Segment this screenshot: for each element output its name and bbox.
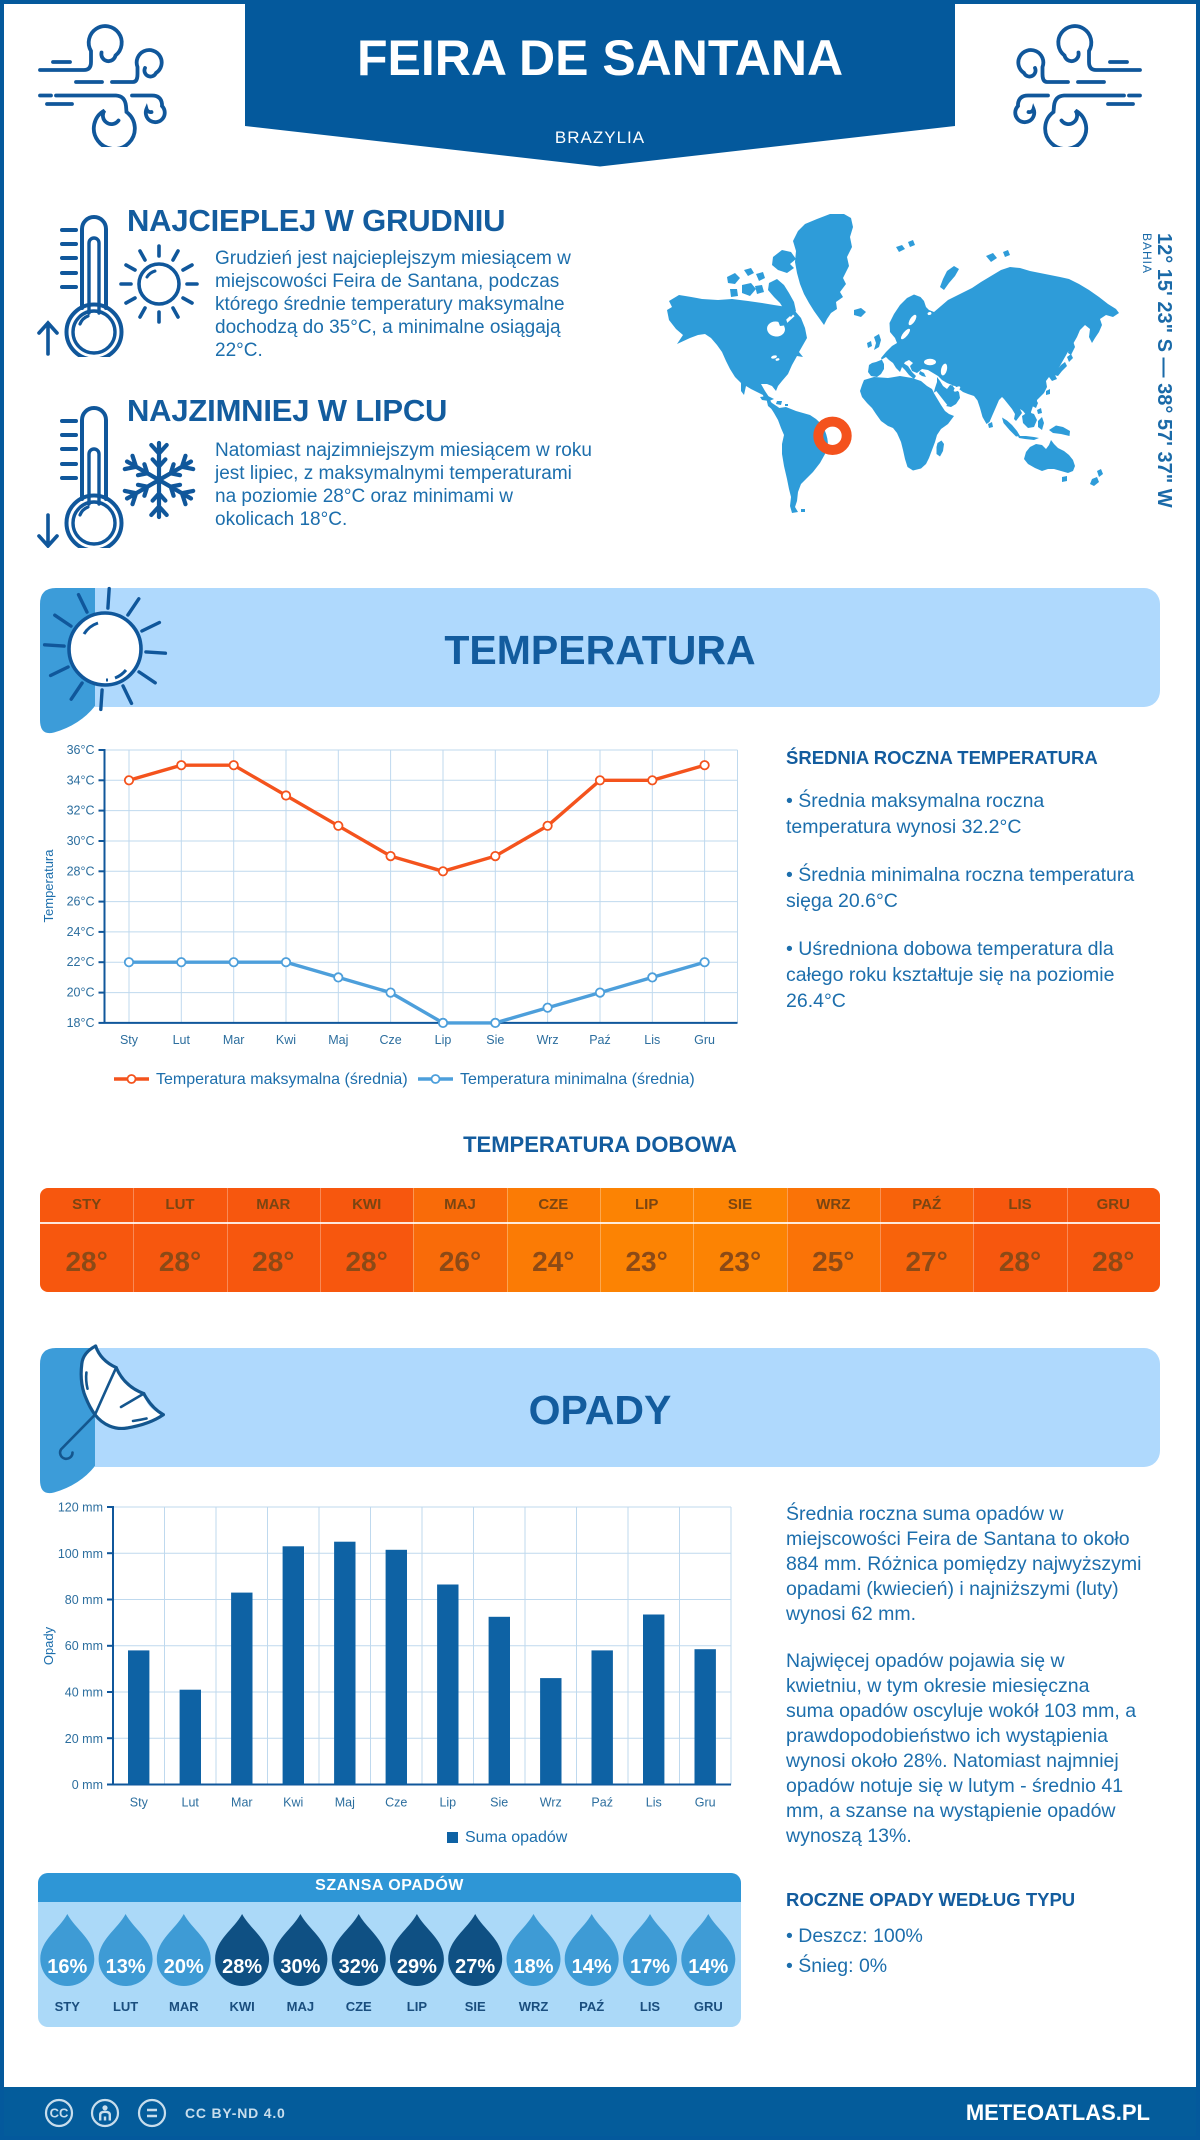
svg-text:Opady: Opady [41,1626,56,1665]
svg-text:24°C: 24°C [67,925,95,939]
svg-text:14%: 14% [688,1956,728,1978]
svg-text:MAJ: MAJ [287,1999,314,2014]
svg-text:Lut: Lut [173,1033,191,1047]
svg-text:36°C: 36°C [67,743,95,757]
svg-text:LIS: LIS [640,1999,661,2014]
svg-text:Sie: Sie [490,1796,508,1810]
svg-text:Kwi: Kwi [283,1796,303,1810]
svg-text:Maj: Maj [328,1033,348,1047]
svg-text:Lis: Lis [644,1033,660,1047]
svg-text:13%: 13% [106,1956,146,1978]
svg-text:27%: 27% [455,1956,495,1978]
svg-text:0 mm: 0 mm [72,1778,103,1792]
svg-text:Lip: Lip [439,1796,456,1810]
svg-text:Sie: Sie [486,1033,504,1047]
svg-text:LIP: LIP [407,1999,428,2014]
svg-text:20°C: 20°C [67,986,95,1000]
svg-text:Paź: Paź [591,1796,613,1810]
svg-text:Temperatura: Temperatura [41,849,56,923]
svg-text:Cze: Cze [379,1033,401,1047]
svg-text:GRU: GRU [694,1999,723,2014]
svg-text:32°C: 32°C [67,804,95,818]
svg-text:Lut: Lut [182,1796,200,1810]
svg-text:Lis: Lis [646,1796,662,1810]
svg-text:Sty: Sty [120,1033,139,1047]
svg-text:Gru: Gru [695,1796,716,1810]
svg-text:Mar: Mar [231,1796,253,1810]
svg-text:14%: 14% [572,1956,612,1978]
svg-text:18°C: 18°C [67,1016,95,1030]
svg-text:18%: 18% [513,1956,553,1978]
svg-text:34°C: 34°C [67,773,95,787]
svg-text:KWI: KWI [229,1999,254,2014]
svg-text:Gru: Gru [694,1033,715,1047]
svg-text:Kwi: Kwi [276,1033,296,1047]
svg-text:Wrz: Wrz [540,1796,562,1810]
svg-text:PAŹ: PAŹ [579,1999,604,2014]
svg-text:60 mm: 60 mm [65,1639,103,1653]
svg-text:28%: 28% [222,1956,262,1978]
svg-text:17%: 17% [630,1956,670,1978]
svg-text:Suma opadów: Suma opadów [465,1829,568,1846]
svg-text:WRZ: WRZ [519,1999,549,2014]
svg-text:Cze: Cze [385,1796,407,1810]
svg-text:Temperatura minimalna (średnia: Temperatura minimalna (średnia) [460,1071,695,1088]
svg-text:28°C: 28°C [67,864,95,878]
svg-text:Wrz: Wrz [537,1033,559,1047]
svg-text:16%: 16% [47,1956,87,1978]
svg-text:80 mm: 80 mm [65,1593,103,1607]
svg-text:Sty: Sty [130,1796,149,1810]
svg-text:20 mm: 20 mm [65,1732,103,1746]
svg-text:120 mm: 120 mm [58,1501,103,1515]
svg-text:100 mm: 100 mm [58,1547,103,1561]
svg-text:22°C: 22°C [67,955,95,969]
svg-text:CZE: CZE [346,1999,372,2014]
svg-text:Temperatura maksymalna (średni: Temperatura maksymalna (średnia) [156,1071,408,1088]
svg-text:Mar: Mar [223,1033,245,1047]
svg-text:29%: 29% [397,1956,437,1978]
svg-text:20%: 20% [164,1956,204,1978]
svg-text:32%: 32% [339,1956,379,1978]
svg-text:SIE: SIE [465,1999,486,2014]
svg-text:MAR: MAR [169,1999,199,2014]
svg-text:30°C: 30°C [67,834,95,848]
svg-text:STY: STY [55,1999,81,2014]
svg-text:26°C: 26°C [67,895,95,909]
svg-text:30%: 30% [280,1956,320,1978]
svg-text:LUT: LUT [113,1999,138,2014]
svg-text:40 mm: 40 mm [65,1686,103,1700]
svg-text:Maj: Maj [335,1796,355,1810]
svg-text:Paź: Paź [589,1033,611,1047]
svg-text:Lip: Lip [435,1033,452,1047]
svg-text:CC: CC [50,2106,69,2121]
